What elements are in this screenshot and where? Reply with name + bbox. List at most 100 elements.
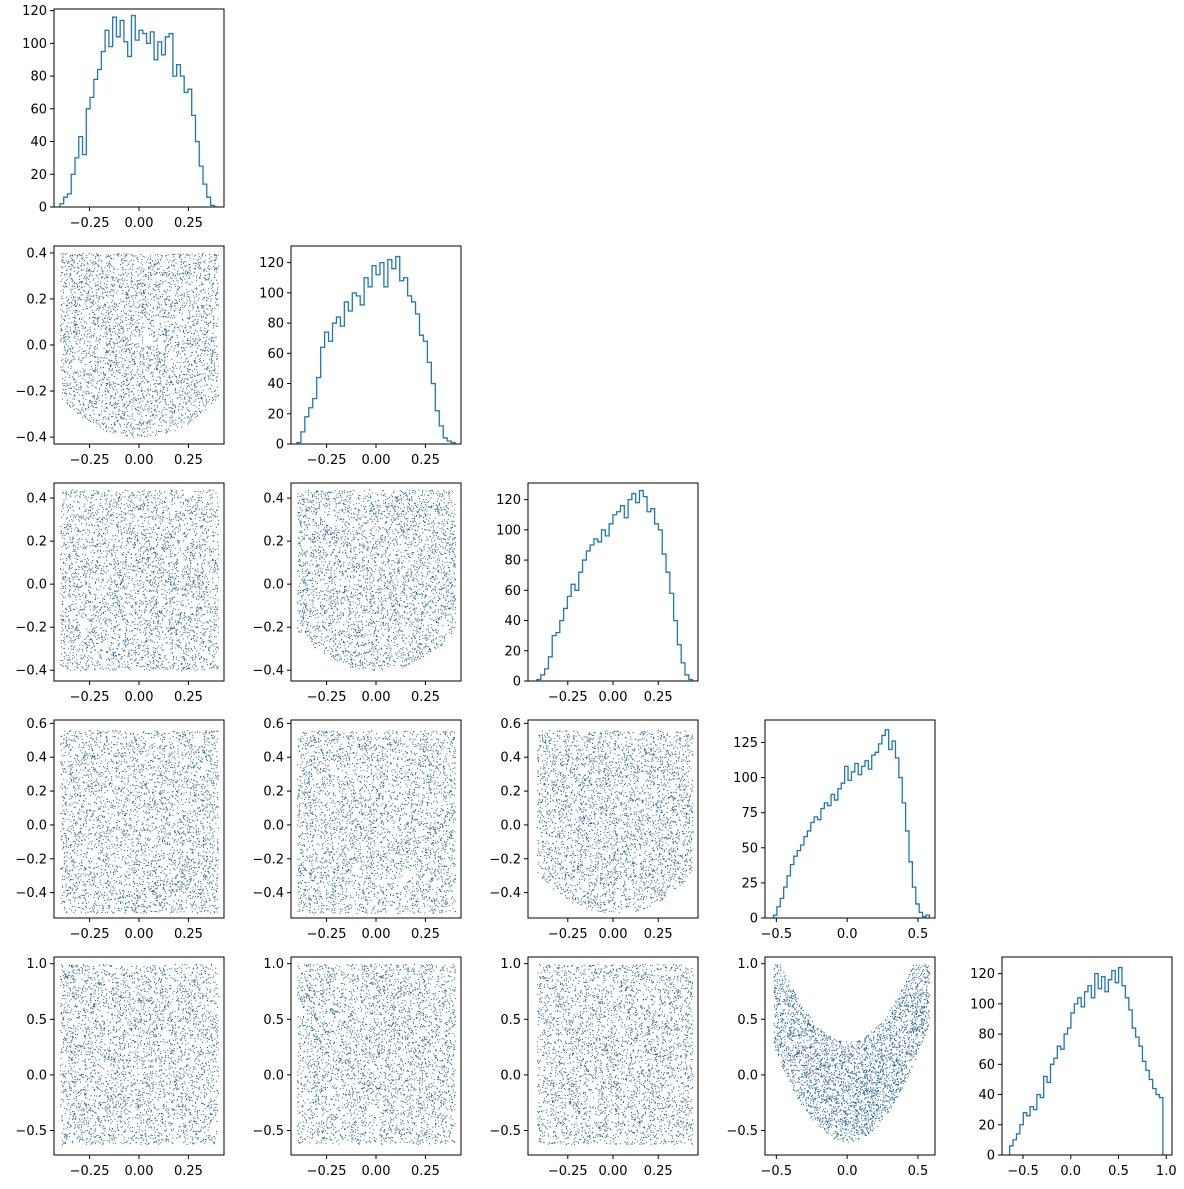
scatter-3-2-ytick-label: 0.0: [263, 578, 284, 593]
hist-1-panel: −0.25 0.00 0.25 0 20 40 60 80 100 120: [22, 4, 225, 231]
scatter-5-1-ytick-label: 0.0: [26, 1068, 47, 1083]
scatter-3-2-panel: −0.25 0.00 0.25 −0.4 −0.2 0.0 0.2 0.4: [252, 482, 462, 705]
scatter-2-1-xtick-label: 0.25: [174, 453, 203, 468]
scatter-4-2-data: [297, 730, 456, 914]
scatter-4-1-xtick-label: 0.00: [125, 927, 154, 942]
scatter-4-2-ytick-label: 0.6: [263, 717, 284, 732]
hist-2-xtick-label: 0.00: [362, 453, 391, 468]
hist-5-xtick-label: 0.0: [1060, 1164, 1081, 1179]
scatter-4-3-frame: [527, 719, 699, 919]
scatter-3-2-ytick-label: −0.2: [252, 621, 284, 636]
scatter-2-1-ytick-label: 0.0: [26, 339, 47, 354]
hist-1-ytick-label: 100: [22, 37, 47, 52]
hist-1-ytick-label: 40: [30, 135, 47, 150]
hist-4-ytick-label: 75: [741, 806, 758, 821]
hist-4-xtick-label: 0.0: [837, 927, 858, 942]
scatter-5-4-frame: [764, 956, 936, 1156]
hist-5-ytick-label: 60: [978, 1058, 995, 1073]
scatter-5-2-ytick-label: 1.0: [263, 957, 284, 972]
scatter-3-1-frame: [53, 482, 225, 682]
scatter-3-2-xtick-label: −0.25: [307, 690, 347, 705]
hist-4-step-line: [772, 729, 930, 918]
hist-5-ytick-label: 100: [970, 997, 995, 1012]
hist-1-data: [59, 14, 219, 207]
scatter-3-2-xtick-label: 0.25: [411, 690, 440, 705]
scatter-5-3-data: [537, 963, 694, 1145]
scatter-3-1-ytick-label: 0.2: [26, 535, 47, 550]
hist-3-xtick-label: −0.25: [548, 690, 588, 705]
hist-3-ytick-label: 40: [504, 614, 521, 629]
hist-5-ytick-label: 40: [978, 1088, 995, 1103]
scatter-2-1-xtick-label: −0.25: [70, 453, 110, 468]
hist-4-frame: [764, 719, 936, 919]
scatter-4-3-xtick-label: −0.25: [548, 927, 588, 942]
scatter-5-4-ytick-label: −0.5: [726, 1124, 758, 1139]
scatter-5-3-ytick-label: −0.5: [489, 1124, 521, 1139]
scatter-4-1-ytick-label: 0.0: [26, 818, 47, 833]
scatter-4-1-panel: −0.25 0.00 0.25 −0.4 −0.2 0.0 0.2 0.4 0.6: [15, 717, 225, 942]
scatter-3-1-ytick-label: −0.4: [15, 664, 47, 679]
hist-2-data: [296, 255, 456, 444]
scatter-4-1-xtick-label: 0.25: [174, 927, 203, 942]
hist-3-ytick-label: 100: [496, 523, 521, 538]
hist-3-xtick-label: 0.25: [644, 690, 673, 705]
hist-1-ytick-label: 0: [39, 201, 47, 216]
scatter-3-1-xtick-label: 0.25: [174, 690, 203, 705]
scatter-5-1-ytick-label: 1.0: [26, 957, 47, 972]
hist-3-frame: [527, 482, 699, 682]
scatter-5-3-xtick-label: 0.25: [644, 1164, 673, 1179]
scatter-2-1-ytick-label: −0.4: [15, 431, 47, 446]
scatter-5-3-xtick-label: −0.25: [548, 1164, 588, 1179]
hist-3-ytick-label: 60: [504, 584, 521, 599]
scatter-5-4-data: [773, 963, 931, 1143]
hist-2-ytick-label: 120: [259, 256, 284, 271]
hist-1-ytick-label: 80: [30, 70, 47, 85]
scatter-3-2-ytick-label: 0.4: [263, 492, 284, 507]
scatter-3-1-panel: −0.25 0.00 0.25 −0.4 −0.2 0.0 0.2 0.4: [15, 482, 225, 705]
scatter-5-4-xtick-label: 0.5: [908, 1164, 929, 1179]
scatter-4-1-ytick-label: 0.4: [26, 751, 47, 766]
hist-2-xtick-label: −0.25: [307, 453, 347, 468]
hist-1-xtick-label: 0.25: [174, 216, 203, 231]
scatter-5-2-ytick-label: 0.0: [263, 1068, 284, 1083]
scatter-4-1-data: [60, 730, 220, 914]
hist-1-ytick-label: 20: [30, 168, 47, 183]
scatter-3-1-ytick-label: −0.2: [15, 621, 47, 636]
scatter-5-1-ytick-label: 0.5: [26, 1013, 47, 1028]
hist-5-frame: [1001, 956, 1173, 1156]
scatter-5-2-points: [296, 963, 456, 1145]
scatter-4-2-ytick-label: 0.2: [263, 785, 284, 800]
scatter-3-1-ytick-label: 0.0: [26, 578, 47, 593]
scatter-4-2-panel: −0.25 0.00 0.25 −0.4 −0.2 0.0 0.2 0.4 0.6: [252, 717, 462, 942]
scatter-5-1-xtick-label: 0.25: [174, 1164, 203, 1179]
scatter-5-3-ytick-label: 1.0: [500, 957, 521, 972]
hist-2-ytick-label: 40: [267, 377, 284, 392]
hist-3-panel: −0.25 0.00 0.25 0 20 40 60 80 100 120: [496, 482, 699, 705]
scatter-3-1-data: [60, 489, 219, 672]
hist-2-ytick-label: 80: [267, 317, 284, 332]
scatter-5-1-ytick-label: −0.5: [15, 1124, 47, 1139]
scatter-4-3-ytick-label: 0.2: [500, 785, 521, 800]
scatter-2-1-ytick-label: −0.2: [15, 385, 47, 400]
hist-5-xtick-label: 1.0: [1156, 1164, 1177, 1179]
hist-1-step-line: [59, 14, 219, 207]
hist-5-step-line: [1008, 966, 1167, 1155]
hist-2-frame: [290, 245, 462, 445]
hist-5-panel: −0.5 0.0 0.5 1.0 0 20 40 60 80 100 120: [970, 956, 1177, 1179]
scatter-4-3-xtick-label: 0.25: [644, 927, 673, 942]
scatter-5-2-xtick-label: 0.00: [362, 1164, 391, 1179]
scatter-3-1-xtick-label: 0.00: [125, 690, 154, 705]
hist-3-ytick-label: 0: [513, 675, 521, 690]
scatter-4-1-ytick-label: −0.2: [15, 852, 47, 867]
scatter-5-1-data: [60, 963, 219, 1145]
scatter-5-3-panel: −0.25 0.00 0.25 −0.5 0.0 0.5 1.0: [489, 956, 699, 1179]
scatter-5-3-frame: [527, 956, 699, 1156]
hist-4-xtick-label: 0.5: [908, 927, 929, 942]
scatter-2-1-ytick-label: 0.4: [26, 246, 47, 261]
hist-3-ytick-label: 120: [496, 493, 521, 508]
scatter-4-2-points: [297, 730, 456, 914]
hist-5-xtick-label: 0.5: [1108, 1164, 1129, 1179]
hist-4-ytick-label: 0: [750, 912, 758, 927]
scatter-3-2-ytick-label: −0.4: [252, 664, 284, 679]
scatter-5-3-xtick-label: 0.00: [599, 1164, 628, 1179]
